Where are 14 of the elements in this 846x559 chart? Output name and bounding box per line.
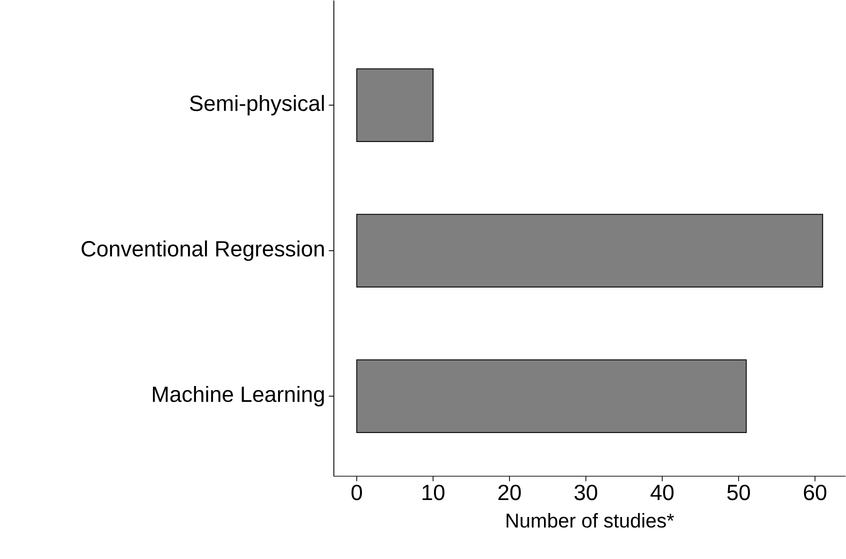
y-tick-label: Conventional Regression bbox=[82, 240, 324, 261]
x-tick-label: 10 bbox=[422, 484, 444, 500]
x-tick-label: 50 bbox=[727, 484, 750, 500]
x-tick-label: 40 bbox=[650, 484, 674, 500]
bar bbox=[356, 68, 434, 142]
y-tick-label: Machine Learning bbox=[152, 386, 324, 406]
x-tick-label: 20 bbox=[498, 484, 521, 500]
bar bbox=[356, 359, 747, 433]
x-axis-title: Number of studies* bbox=[506, 512, 674, 528]
y-tick-label: Semi-physical bbox=[190, 94, 324, 116]
bar bbox=[356, 214, 824, 288]
x-tick-label: 0 bbox=[352, 484, 362, 500]
x-tick-label: 30 bbox=[574, 484, 598, 500]
x-tick-label: 60 bbox=[804, 484, 826, 500]
